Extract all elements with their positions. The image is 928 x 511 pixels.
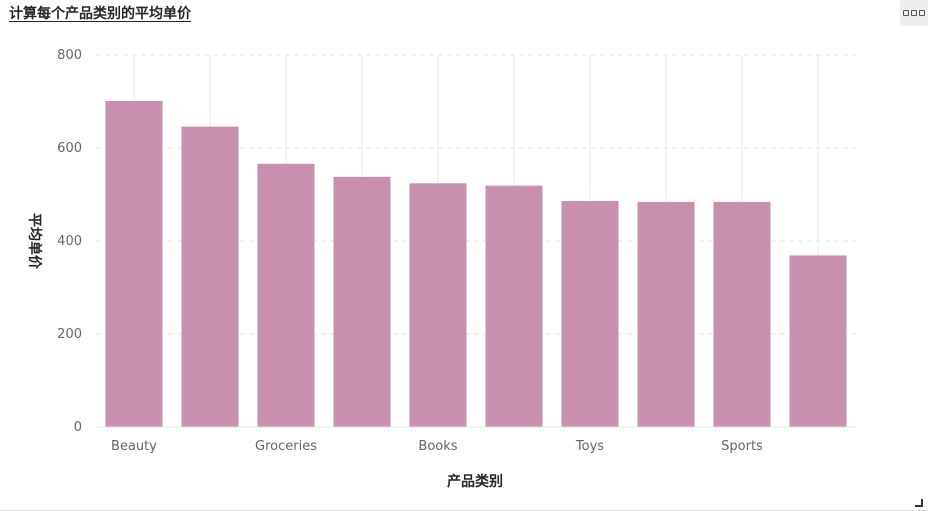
bar — [637, 201, 695, 427]
more-options-icon — [903, 10, 925, 16]
y-axis-title: 平均单价 — [26, 213, 43, 270]
x-tick-label: Toys — [575, 439, 604, 454]
bar — [333, 176, 391, 427]
y-tick-labels: 0 200 400 600 800 — [57, 48, 82, 435]
resize-handle[interactable] — [915, 499, 923, 507]
x-tick-label: Groceries — [255, 439, 317, 454]
page-title[interactable]: 计算每个产品类别的平均单价 — [9, 6, 191, 22]
y-tick-label: 600 — [57, 141, 82, 156]
y-tick-label: 800 — [57, 48, 82, 63]
y-tick-label: 200 — [57, 327, 82, 342]
more-options-button[interactable] — [900, 0, 928, 26]
bar — [561, 201, 619, 427]
bar — [105, 101, 163, 427]
bars — [105, 101, 847, 428]
bar — [789, 255, 847, 427]
y-tick-label: 0 — [74, 420, 82, 435]
x-axis-title: 产品类别 — [447, 473, 503, 490]
bar — [485, 185, 543, 427]
x-tick-label: Sports — [721, 439, 763, 454]
bar — [713, 201, 771, 427]
y-tick-label: 400 — [57, 234, 82, 249]
bar — [409, 183, 467, 427]
x-tick-label: Books — [418, 439, 457, 454]
bar — [257, 163, 315, 427]
x-tick-labels: Beauty Groceries Books Toys Sports — [111, 439, 763, 454]
bar — [181, 126, 239, 428]
x-tick-label: Beauty — [111, 439, 157, 454]
